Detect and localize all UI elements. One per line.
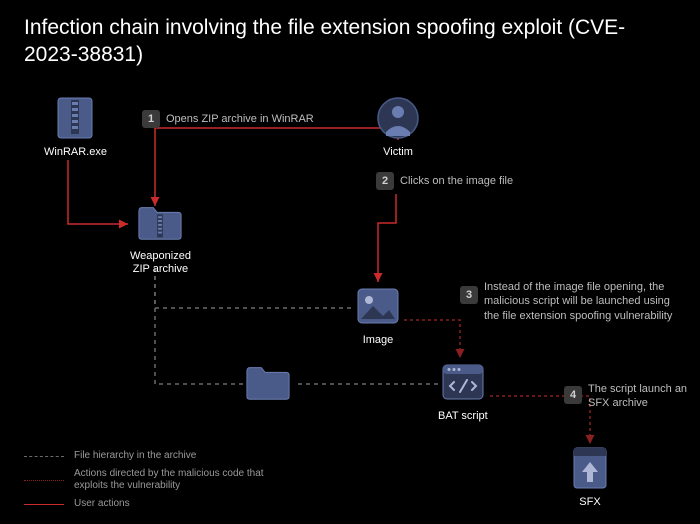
legend-hierarchy: File hierarchy in the archive [24,450,284,462]
folder-icon [244,358,292,406]
step-badge-2: 2 [376,172,394,190]
step-badge-1: 1 [142,110,160,128]
winrar-icon [51,94,99,142]
node-bat: BAT script [438,358,488,423]
legend-line-icon [24,504,64,505]
node-winrar: WinRAR.exe [44,94,107,159]
step-badge-4: 4 [564,386,582,404]
legend-user: User actions [24,498,284,510]
node-label: WinRAR.exe [44,146,107,159]
step-text-1: Opens ZIP archive in WinRAR [166,112,366,126]
node-label: Image [363,334,394,347]
step-badge-3: 3 [460,286,478,304]
folder-zip-icon [136,198,184,246]
legend-label: File hierarchy in the archive [74,450,196,462]
node-victim: Victim [374,94,422,159]
node-label: SFX [579,496,600,509]
node-label: BAT script [438,410,488,423]
legend-line-icon [24,456,64,457]
legend-label: Actions directed by the malicious code t… [74,468,284,492]
node-folder [244,358,292,406]
legend-line-icon [24,480,64,481]
user-icon [374,94,422,142]
script-icon [439,358,487,406]
step-text-2: Clicks on the image file [400,174,560,188]
node-label: Victim [383,146,413,159]
node-zip: WeaponizedZIP archive [130,198,191,276]
node-image: Image [354,282,402,347]
step-text-3: Instead of the image file opening, the m… [484,280,684,323]
legend-malicious: Actions directed by the malicious code t… [24,468,284,492]
step-text-4: The script launch an SFX archive [588,382,688,411]
legend: File hierarchy in the archive Actions di… [24,444,284,510]
node-sfx: SFX [566,444,614,509]
page-title: Infection chain involving the file exten… [24,14,676,69]
legend-label: User actions [74,498,130,510]
image-icon [354,282,402,330]
sfx-archive-icon [566,444,614,492]
node-label: WeaponizedZIP archive [130,250,191,276]
